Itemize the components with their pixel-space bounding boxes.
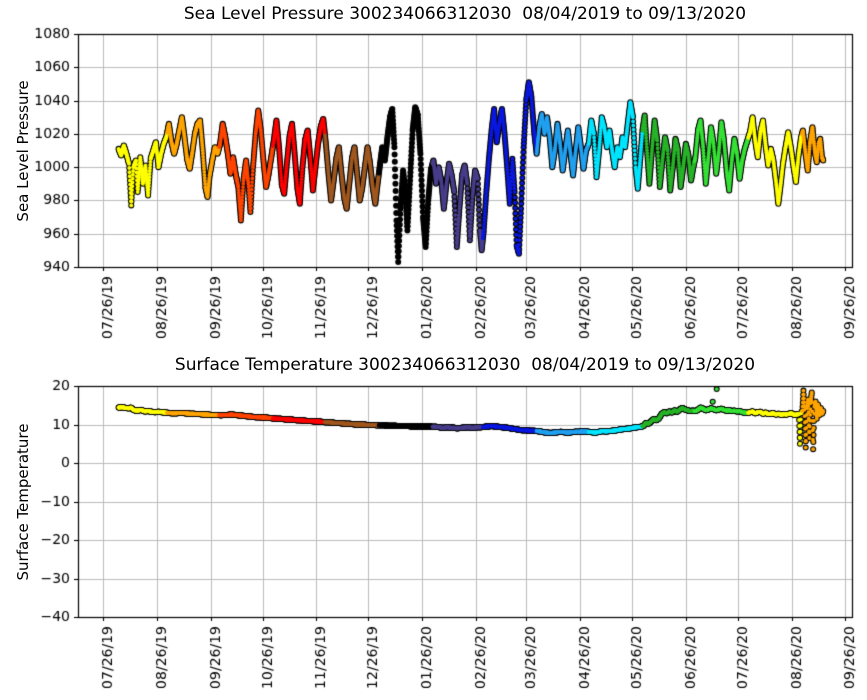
pressure-y-axis-label: Sea Level Pressure [14, 80, 32, 222]
pressure-chart-title: Sea Level Pressure 300234066312030 08/04… [183, 4, 747, 24]
temperature-y-axis-label: Surface Temperature [14, 423, 32, 581]
temperature-chart-title: Surface Temperature 300234066312030 08/0… [174, 355, 756, 375]
